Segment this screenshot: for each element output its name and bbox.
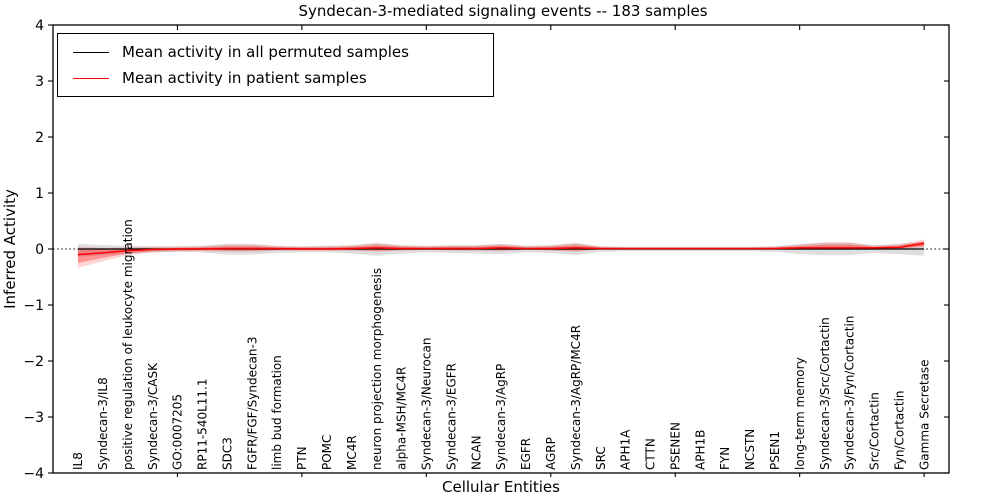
y-tick-label: 1 <box>35 186 44 202</box>
x-category-label: EGFR <box>519 438 533 470</box>
x-category-label: Syndecan-3/IL8 <box>96 377 110 470</box>
legend-line-permuted-icon <box>73 51 109 53</box>
plot-area: IL8 Syndecan-3/IL8 positive regulation of … <box>23 18 950 482</box>
x-category-label: neuron projection morphogenesis <box>370 268 384 470</box>
legend-item-permuted: Mean activity in all permuted samples <box>73 42 493 61</box>
x-category-label: AGRP <box>544 437 558 470</box>
band-patient-samples-range-outer <box>77 239 925 269</box>
x-category-label: APH1B <box>693 430 707 470</box>
y-tick-label: 0 <box>35 242 44 258</box>
x-category-label: Syndecan-3/Fyn/Cortactin <box>843 316 857 470</box>
x-category-label: RP11-540L11.1 <box>196 379 210 470</box>
y-axis-label: Inferred Activity <box>1 189 19 309</box>
legend-label-patient: Mean activity in patient samples <box>122 68 367 87</box>
x-category-label: PTN <box>295 446 309 470</box>
x-category-label: APH1A <box>619 429 633 470</box>
y-tick-label: 2 <box>35 130 44 146</box>
x-category-label: FYN <box>718 447 732 470</box>
x-category-label: NCAN <box>469 435 483 470</box>
x-category-label: CTTN <box>644 438 658 470</box>
x-category-label: long-term memory <box>793 357 807 470</box>
y-tick-label: −2 <box>23 354 44 370</box>
x-category-label: Gamma Secretase <box>917 359 931 470</box>
x-category-label: SDC3 <box>220 437 234 470</box>
x-category-label: Syndecan-3/Src/Cortactin <box>818 317 832 470</box>
x-category-label: alpha-MSH/MC4R <box>395 367 409 470</box>
legend-label-permuted: Mean activity in all permuted samples <box>122 42 409 61</box>
x-category-label: Syndecan-3/AgRP/MC4R <box>569 325 583 470</box>
x-category-label: Syndecan-3/AgRP <box>494 364 508 470</box>
x-category-label: Src/Cortactin <box>868 392 882 470</box>
x-category-label: FGFR/FGF/Syndecan-3 <box>245 337 259 470</box>
x-category-label: Fyn/Cortactin <box>892 390 906 470</box>
chart-title: Syndecan-3-mediated signaling events -- … <box>298 2 707 20</box>
x-category-label: NCSTN <box>743 429 757 470</box>
legend-item-patient: Mean activity in patient samples <box>73 68 493 87</box>
y-tick-label: 4 <box>35 18 44 34</box>
x-category-label: SRC <box>594 446 608 470</box>
x-category-label: limb bud formation <box>270 355 284 470</box>
x-category-label: POMC <box>320 435 334 470</box>
legend-line-patient-icon <box>73 77 109 79</box>
y-tick-label: −4 <box>23 466 44 482</box>
y-tick-label: 3 <box>35 74 44 90</box>
x-category-label: IL8 <box>71 452 85 470</box>
x-category-label: positive regulation of leukocyte migrati… <box>121 219 135 470</box>
x-category-label: Syndecan-3/CASK <box>146 362 160 470</box>
x-axis-label: Cellular Entities <box>442 478 560 496</box>
series-line-1 <box>77 242 925 256</box>
x-category-label: MC4R <box>345 435 359 470</box>
x-category-label: Syndecan-3/EGFR <box>444 363 458 470</box>
y-tick-label: −3 <box>23 410 44 426</box>
legend: Mean activity in all permuted samples Me… <box>57 33 494 97</box>
x-category-label: PSEN1 <box>768 431 782 470</box>
x-category-label: PSENEN <box>668 422 682 470</box>
x-category-label: Syndecan-3/Neurocan <box>420 338 434 470</box>
y-tick-label: −1 <box>23 298 44 314</box>
x-category-label: GO:0007205 <box>171 394 185 470</box>
